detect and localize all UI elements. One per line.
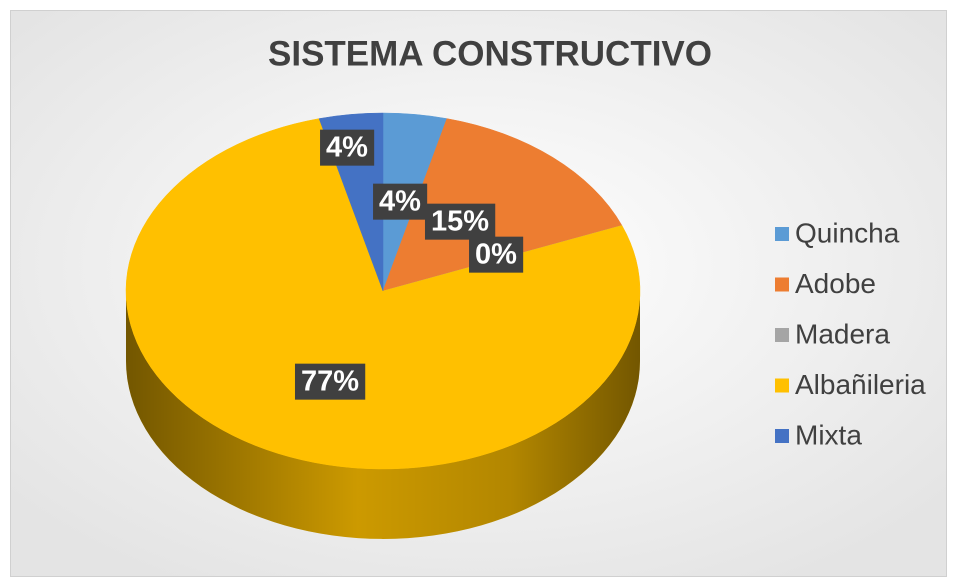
legend-swatch [775, 328, 789, 342]
chart-title: SISTEMA CONSTRUCTIVO [268, 34, 712, 73]
value-label: 0% [475, 239, 517, 271]
legend-label: Quincha [795, 217, 900, 248]
value-label-box [320, 129, 375, 166]
value-label-box [424, 203, 496, 240]
legend-swatch [775, 227, 789, 241]
legend-label: Mixta [795, 419, 862, 450]
value-label-box [373, 183, 428, 220]
value-label: 4% [326, 132, 368, 164]
legend-swatch [775, 277, 789, 292]
legend-label: Adobe [795, 268, 876, 299]
value-label: 77% [301, 366, 359, 398]
side-shade [126, 291, 640, 539]
legend-label: Madera [795, 318, 890, 349]
value-label-box [469, 236, 524, 273]
legend-swatch [775, 429, 789, 443]
slice [382, 118, 623, 292]
slice [125, 118, 641, 470]
legend-swatch [775, 378, 789, 393]
value-label-box [294, 363, 366, 400]
legend-label: Albañileria [795, 369, 926, 400]
value-label: 15% [431, 206, 489, 238]
value-label: 4% [379, 186, 421, 218]
